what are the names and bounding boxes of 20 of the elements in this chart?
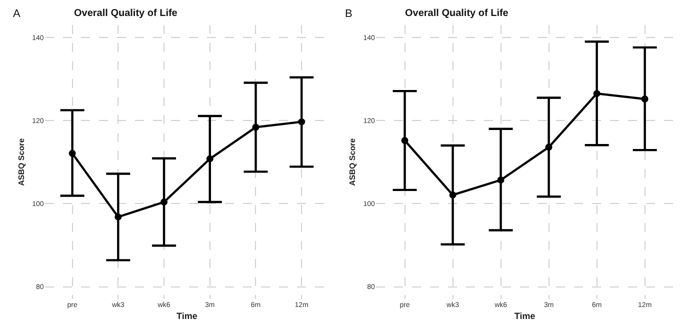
- y-axis-title: ASBQ Score: [348, 138, 357, 186]
- chart-title: Overall Quality of Life: [405, 8, 509, 19]
- point: [593, 90, 600, 98]
- point: [68, 150, 76, 157]
- point: [252, 124, 260, 131]
- point: [545, 144, 552, 151]
- y-axis-title: ASBQ Score: [16, 138, 26, 186]
- text: A: [13, 8, 21, 20]
- point: [449, 191, 456, 198]
- text: B: [345, 8, 352, 20]
- x-axis-title: Time: [176, 311, 198, 322]
- point: [401, 137, 408, 144]
- chart-title: Overall Quality of Life: [74, 8, 178, 19]
- point: [641, 95, 648, 102]
- point: [497, 176, 504, 184]
- point: [114, 213, 122, 220]
- point: [206, 155, 214, 162]
- point: [160, 198, 168, 206]
- point: [298, 118, 306, 126]
- x-axis-title: Time: [514, 311, 536, 322]
